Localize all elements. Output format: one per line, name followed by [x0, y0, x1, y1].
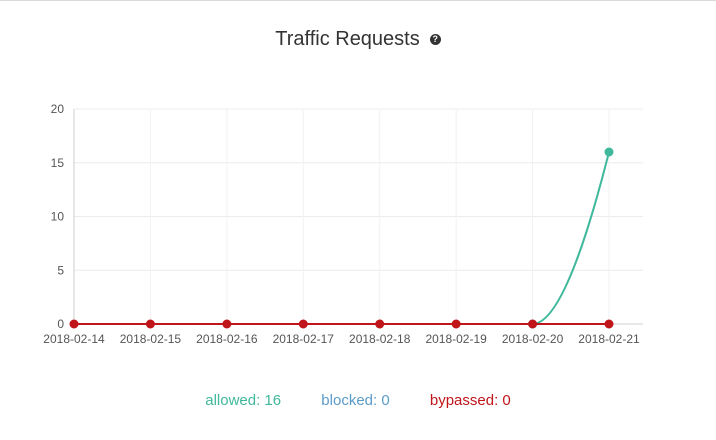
data-point-bypassed[interactable]: [69, 319, 79, 329]
data-point-bypassed[interactable]: [604, 319, 614, 329]
data-point-bypassed[interactable]: [298, 319, 308, 329]
x-tick-label: 2018-02-20: [502, 332, 564, 346]
data-point-bypassed[interactable]: [145, 319, 155, 329]
chart-header: Traffic Requests?: [0, 28, 716, 51]
question-circle-icon[interactable]: ?: [429, 34, 441, 45]
traffic-chart: 0 5 10 15 20 2018-02-14 2018-02-15 2018-02-16 20…: [43, 102, 643, 346]
legend-bypassed[interactable]: bypassed: 0: [429, 392, 511, 409]
y-tick-label: 0: [57, 317, 64, 331]
x-tick-label: 2018-02-16: [196, 332, 258, 346]
legend-allowed[interactable]: allowed: 16: [205, 392, 282, 409]
data-point-bypassed[interactable]: [222, 319, 232, 329]
x-tick-label: 2018-02-15: [120, 332, 182, 346]
chart-legend: allowed: 16 blocked: 0 bypassed: 0: [0, 392, 716, 409]
y-tick-label: 20: [51, 102, 65, 116]
data-point-bypassed[interactable]: [375, 319, 385, 329]
legend-blocked[interactable]: blocked: 0: [321, 392, 390, 409]
chart-title: Traffic Requests: [275, 28, 420, 50]
series-line-allowed: [532, 151, 610, 325]
x-tick-label: 2018-02-18: [349, 332, 411, 346]
data-point-bypassed[interactable]: [451, 319, 461, 329]
x-tick-label: 2018-02-19: [425, 332, 487, 346]
y-tick-label: 5: [57, 263, 64, 277]
data-point-allowed[interactable]: [604, 147, 614, 157]
top-divider: [0, 0, 716, 1]
y-tick-label: 15: [51, 156, 65, 170]
x-tick-label: 2018-02-14: [43, 332, 105, 346]
data-point-bypassed[interactable]: [528, 319, 538, 329]
y-tick-label: 10: [51, 210, 65, 224]
x-tick-label: 2018-02-21: [578, 332, 640, 346]
x-tick-label: 2018-02-17: [273, 332, 335, 346]
